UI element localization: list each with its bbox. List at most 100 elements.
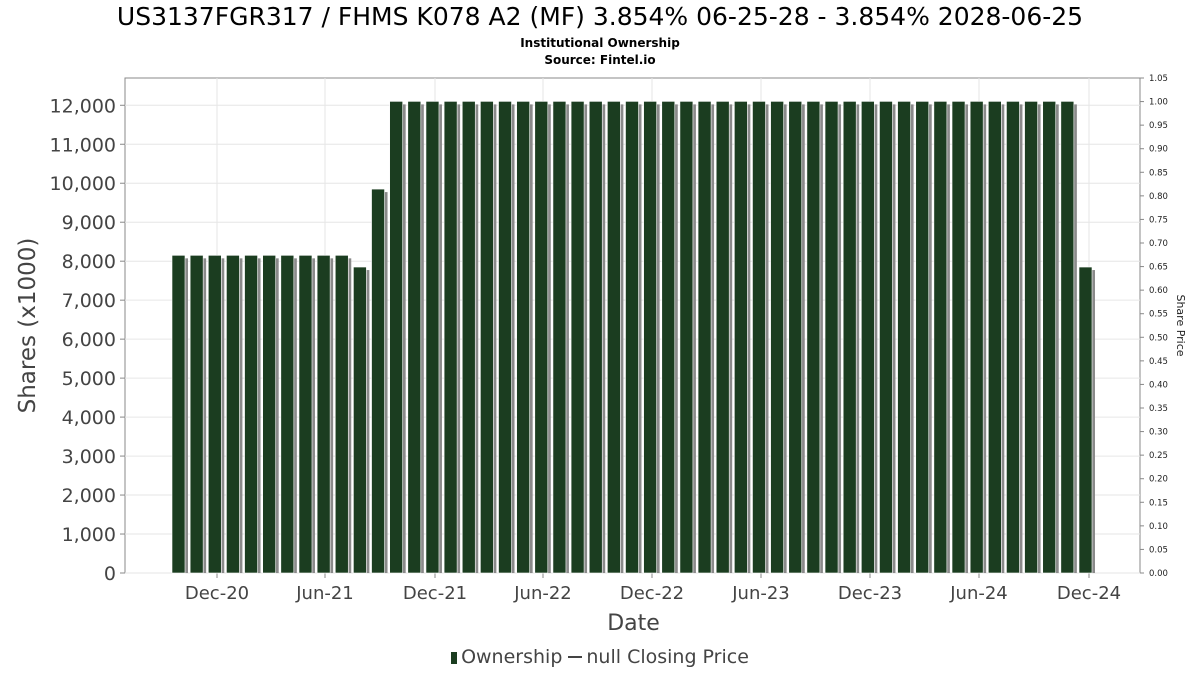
y2-tick-label: 1.05 (1149, 74, 1168, 84)
y-tick-label: 11,000 (50, 134, 116, 156)
ownership-bar[interactable] (353, 266, 367, 574)
ownership-bar[interactable] (588, 101, 603, 574)
ownership-bar[interactable] (806, 101, 821, 574)
ownership-bar[interactable] (752, 101, 766, 574)
y2-tick-label: 0.00 (1149, 569, 1168, 579)
x-tick-label: Jun-22 (513, 583, 572, 604)
y-tick-label: 6,000 (62, 329, 116, 351)
x-tick-label: Dec-20 (185, 583, 249, 604)
y2-tick-label: 0.30 (1149, 428, 1168, 438)
y2-tick-label: 0.20 (1149, 475, 1168, 485)
ownership-bar[interactable] (770, 101, 784, 574)
ownership-bar[interactable] (298, 255, 313, 574)
ownership-bar[interactable] (915, 101, 930, 574)
y2-tick-label: 0.60 (1149, 286, 1168, 296)
y-axis-label: Shares (x1000) (15, 238, 41, 414)
y-tick-label: 0 (104, 563, 116, 585)
x-tick-label: Jun-21 (295, 583, 354, 604)
price-legend-icon (568, 656, 583, 658)
y2-tick-label: 0.90 (1149, 145, 1168, 155)
x-tick-label: Dec-24 (1057, 583, 1121, 604)
ownership-bar[interactable] (969, 101, 984, 574)
ownership-bar[interactable] (897, 101, 911, 574)
ownership-bar[interactable] (824, 101, 839, 574)
ownership-bar[interactable] (207, 255, 222, 574)
y2-tick-label: 0.05 (1149, 545, 1168, 555)
ownership-bar[interactable] (625, 101, 639, 574)
ownership-bar[interactable] (842, 101, 857, 574)
ownership-bar[interactable] (389, 101, 403, 574)
ownership-bar[interactable] (244, 255, 258, 574)
y-tick-label: 5,000 (62, 368, 116, 390)
ownership-bar[interactable] (443, 101, 458, 574)
y-tick-label: 9,000 (62, 212, 116, 234)
chart-title: US3137FGR317 / FHMS K078 A2 (MF) 3.854% … (116, 2, 1084, 31)
ownership-bar[interactable] (516, 101, 530, 574)
ownership-bar[interactable] (679, 101, 694, 574)
ownership-bar[interactable] (788, 101, 803, 574)
ownership-bar[interactable] (1078, 266, 1093, 574)
y2-tick-label: 0.25 (1149, 451, 1168, 461)
chart-legend: Ownership null Closing Price (0, 646, 1200, 668)
ownership-bar[interactable] (534, 101, 549, 574)
y2-axis-label: Share Price (1174, 294, 1187, 356)
ownership-bar[interactable] (189, 255, 204, 574)
y2-tick-label: 0.85 (1149, 168, 1168, 178)
y2-tick-label: 0.50 (1149, 333, 1168, 343)
ownership-bar[interactable] (334, 255, 349, 574)
ownership-bar[interactable] (987, 101, 1002, 574)
y-tick-label: 1,000 (62, 524, 116, 546)
ownership-bar[interactable] (734, 101, 748, 574)
ownership-bar[interactable] (171, 255, 186, 574)
ownership-bar[interactable] (697, 101, 712, 574)
ownership-bar[interactable] (316, 255, 331, 574)
ownership-bar[interactable] (951, 101, 966, 574)
x-axis-label: Date (607, 611, 660, 636)
ownership-bar[interactable] (1060, 101, 1075, 574)
ownership-bar[interactable] (643, 101, 657, 574)
legend-price-label[interactable]: null Closing Price (586, 646, 749, 668)
y2-tick-label: 0.15 (1149, 498, 1168, 508)
ownership-bar[interactable] (480, 101, 494, 574)
ownership-bar[interactable] (552, 101, 567, 574)
chart-source: Source: Fintel.io (544, 53, 656, 67)
y2-tick-label: 0.75 (1149, 215, 1168, 225)
ownership-bar[interactable] (262, 255, 277, 574)
y2-tick-label: 1.00 (1149, 98, 1168, 108)
ownership-bar[interactable] (280, 255, 295, 574)
y-tick-label: 12,000 (50, 95, 116, 117)
ownership-bar[interactable] (607, 101, 621, 574)
x-tick-label: Dec-21 (403, 583, 467, 604)
y2-tick-label: 0.10 (1149, 522, 1168, 532)
ownership-bar[interactable] (371, 188, 385, 574)
ownership-bar[interactable] (861, 101, 875, 574)
chart-subtitle: Institutional Ownership (520, 36, 680, 50)
ownership-bar[interactable] (407, 101, 422, 574)
y2-tick-label: 0.35 (1149, 404, 1168, 414)
ownership-bar[interactable] (661, 101, 676, 574)
ownership-bar[interactable] (1042, 101, 1057, 574)
legend-ownership-label[interactable]: Ownership (461, 646, 563, 668)
y-tick-label: 7,000 (62, 290, 116, 312)
y2-tick-label: 0.45 (1149, 357, 1168, 367)
ownership-bar[interactable] (425, 101, 440, 574)
y2-tick-label: 0.65 (1149, 263, 1168, 273)
y2-tick-label: 0.55 (1149, 310, 1168, 320)
y2-tick-label: 0.70 (1149, 239, 1168, 249)
x-tick-label: Jun-24 (949, 583, 1008, 604)
ownership-bar[interactable] (1024, 101, 1038, 574)
y-tick-label: 8,000 (62, 251, 116, 273)
ownership-bar[interactable] (715, 101, 730, 574)
ownership-bar[interactable] (498, 101, 512, 574)
ownership-bar[interactable] (226, 255, 240, 574)
x-tick-label: Jun-23 (731, 583, 790, 604)
ownership-bar[interactable] (879, 101, 893, 574)
ownership-bar[interactable] (933, 101, 948, 574)
ownership-bar[interactable] (1006, 101, 1020, 574)
ownership-bar[interactable] (461, 101, 476, 574)
y2-tick-label: 0.40 (1149, 380, 1168, 390)
ownership-bar[interactable] (570, 101, 585, 574)
x-tick-label: Dec-23 (838, 583, 902, 604)
y-tick-label: 3,000 (62, 446, 116, 468)
